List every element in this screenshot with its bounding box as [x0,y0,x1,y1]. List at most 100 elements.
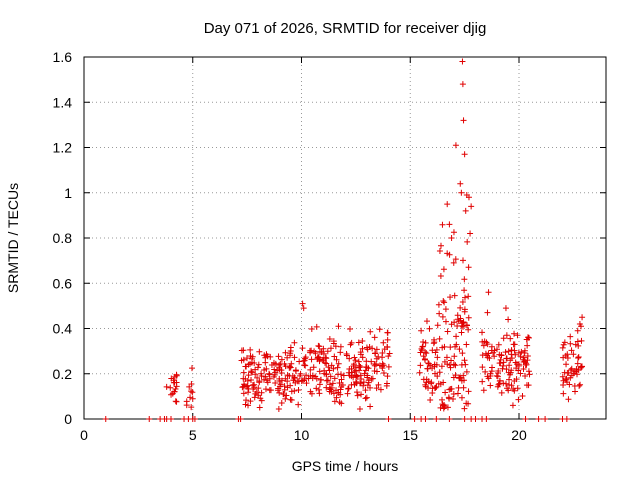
data-points [102,58,586,422]
data-point [446,416,453,422]
data-point [507,335,514,342]
data-point [496,360,503,367]
data-point [459,350,466,357]
data-point [254,364,261,371]
data-point [308,326,315,333]
data-point [242,401,249,408]
y-tick-label: 0 [64,411,72,427]
data-point [168,416,174,422]
data-point [465,388,472,395]
data-point [465,264,472,271]
data-point [255,361,262,368]
data-point [365,379,372,386]
data-point [418,327,425,334]
data-point [500,362,507,369]
data-point [360,379,367,386]
data-point [448,385,455,392]
data-point [454,390,461,397]
data-point [379,363,386,370]
data-point [335,371,342,378]
data-point [287,396,294,403]
data-point [255,385,262,392]
data-point [188,365,195,372]
data-point [302,362,309,369]
data-point [521,347,528,354]
data-point [351,361,358,368]
data-point [495,370,501,377]
data-point [248,359,255,366]
data-point [385,353,392,360]
data-point [416,369,423,376]
data-point [379,360,386,367]
data-point [465,326,472,333]
data-point [563,361,570,368]
data-point [515,367,522,374]
data-point [262,359,269,366]
data-point [321,370,328,377]
data-point [432,349,439,356]
data-point [173,371,180,378]
data-point [448,357,455,364]
data-point [373,385,380,392]
data-point [356,367,363,374]
data-point [337,349,344,356]
y-axis-label: SRMTID / TECUs [5,183,21,293]
data-point [252,390,259,397]
data-point [480,342,487,349]
data-point [423,318,430,325]
data-point [420,376,427,383]
data-point [461,276,468,283]
chart-title: Day 071 of 2026, SRMTID for receiver dji… [204,20,487,37]
data-point [526,371,533,378]
data-point [188,388,195,395]
x-tick-label: 15 [402,427,418,443]
data-point [337,386,344,393]
data-point [277,360,284,367]
data-point [424,365,431,372]
data-point [567,374,574,381]
y-tick-label: 0.2 [53,366,73,382]
data-point [446,362,453,369]
data-point [472,416,479,422]
data-point [263,377,270,384]
data-point [335,323,342,330]
data-point [289,372,296,379]
data-point [316,343,323,350]
data-point [362,387,369,394]
data-point [327,373,334,380]
data-point [574,360,581,367]
data-point [377,386,384,393]
data-point [461,357,468,364]
data-point [313,385,320,392]
data-point [430,340,437,347]
data-point [326,381,333,388]
data-point [276,389,283,396]
data-point [354,392,361,399]
data-point [506,362,513,369]
data-point [355,358,362,365]
data-point [460,384,467,391]
data-point [261,352,268,359]
data-point [363,394,370,401]
data-point [461,287,468,294]
data-point [336,379,343,386]
data-point [422,339,429,346]
y-tick-label: 0.8 [53,230,73,246]
x-tick-label: 10 [294,427,310,443]
data-point [258,397,265,404]
data-point [248,368,255,375]
data-point [251,394,258,401]
data-point [262,386,269,393]
data-point [305,375,312,382]
data-point [102,416,109,422]
data-point [423,350,430,357]
data-point [436,248,443,255]
data-point [520,366,527,373]
data-point [447,294,454,301]
data-point [258,389,265,396]
data-point [284,384,291,391]
data-point [463,368,470,375]
data-point [328,388,335,395]
data-point [283,392,290,399]
data-point [559,373,566,380]
